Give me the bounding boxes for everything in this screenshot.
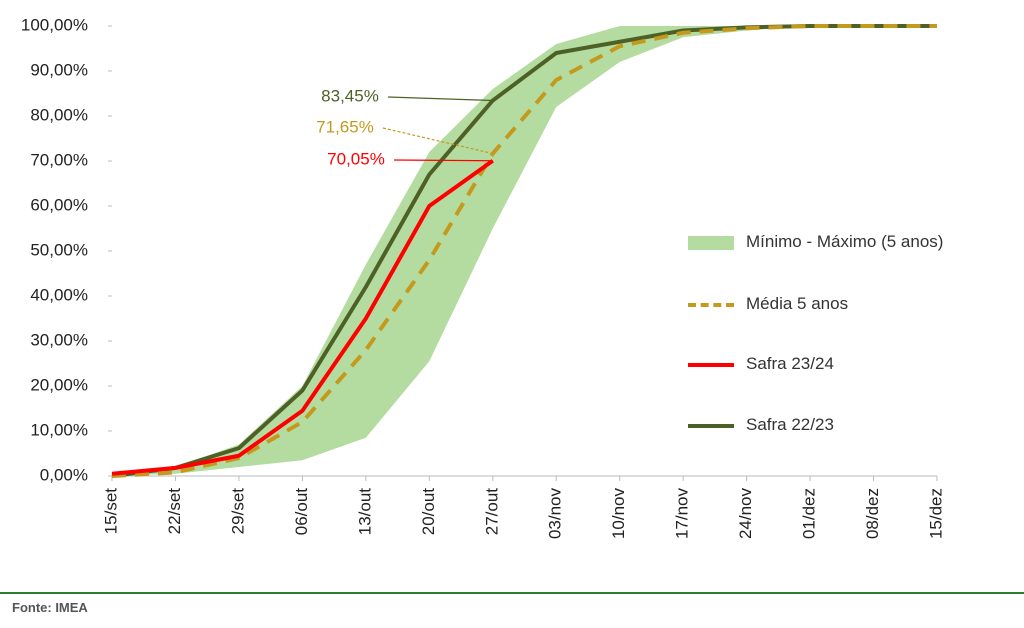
x-tick-label: 17/nov <box>673 488 692 540</box>
data-label: 70,05% <box>327 149 385 168</box>
x-tick-label: 15/dez <box>926 488 945 539</box>
legend-swatch <box>688 363 734 367</box>
x-tick-label: 29/set <box>228 488 247 535</box>
legend-label: Média 5 anos <box>746 294 849 313</box>
legend-item: Média 5 anos <box>688 294 966 314</box>
legend-label: Mínimo - Máximo (5 anos) <box>746 232 944 251</box>
series-line <box>111 24 937 478</box>
legend-swatch <box>688 236 734 250</box>
y-tick-label: 50,00% <box>30 240 88 259</box>
x-tick-label: 24/nov <box>736 488 755 540</box>
x-tick-label: 15/set <box>101 488 120 535</box>
y-tick-label: 90,00% <box>30 60 88 79</box>
legend-label: Safra 23/24 <box>746 354 834 373</box>
x-tick-label: 27/out <box>482 488 501 536</box>
y-tick-label: 100,00% <box>21 15 88 34</box>
x-tick-label: 20/out <box>419 488 438 536</box>
data-label: 71,65% <box>316 117 374 136</box>
source: Fonte: IMEA <box>12 600 88 615</box>
y-tick-label: 10,00% <box>30 420 88 439</box>
leader-line <box>387 96 493 102</box>
chart: 0,00% 10,00% 20,00% 30,00% 40,00% 50,00% 60,00… <box>21 15 946 540</box>
y-tick-label: 30,00% <box>30 330 88 349</box>
x-tick-label: 08/dez <box>863 488 882 539</box>
leader-line <box>393 159 493 162</box>
legend-swatch <box>688 303 734 307</box>
x-tick-label: 13/out <box>355 488 374 536</box>
legend-label: Safra 22/23 <box>746 415 834 434</box>
series-line <box>111 159 494 476</box>
footer-rule <box>0 592 1024 594</box>
legend-item: Safra 22/23 <box>688 415 966 435</box>
y-tick-label: 0,00% <box>40 465 88 484</box>
x-tick-label: 03/nov <box>546 488 565 540</box>
y-tick-label: 20,00% <box>30 375 88 394</box>
x-tick-label: 22/set <box>165 488 184 535</box>
legend-item: Safra 23/24 <box>688 354 966 374</box>
legend-swatch <box>688 424 734 428</box>
x-tick-label: 01/dez <box>800 488 819 539</box>
data-label: 83,45% <box>321 86 379 105</box>
x-tick-label: 06/out <box>292 488 311 536</box>
y-tick-label: 60,00% <box>30 195 88 214</box>
y-tick-label: 70,00% <box>30 150 88 169</box>
y-tick-label: 40,00% <box>30 285 88 304</box>
leader-line <box>382 127 493 155</box>
y-tick-label: 80,00% <box>30 105 88 124</box>
legend-item: Mínimo - Máximo (5 anos) <box>688 232 966 252</box>
x-tick-label: 10/nov <box>609 488 628 540</box>
